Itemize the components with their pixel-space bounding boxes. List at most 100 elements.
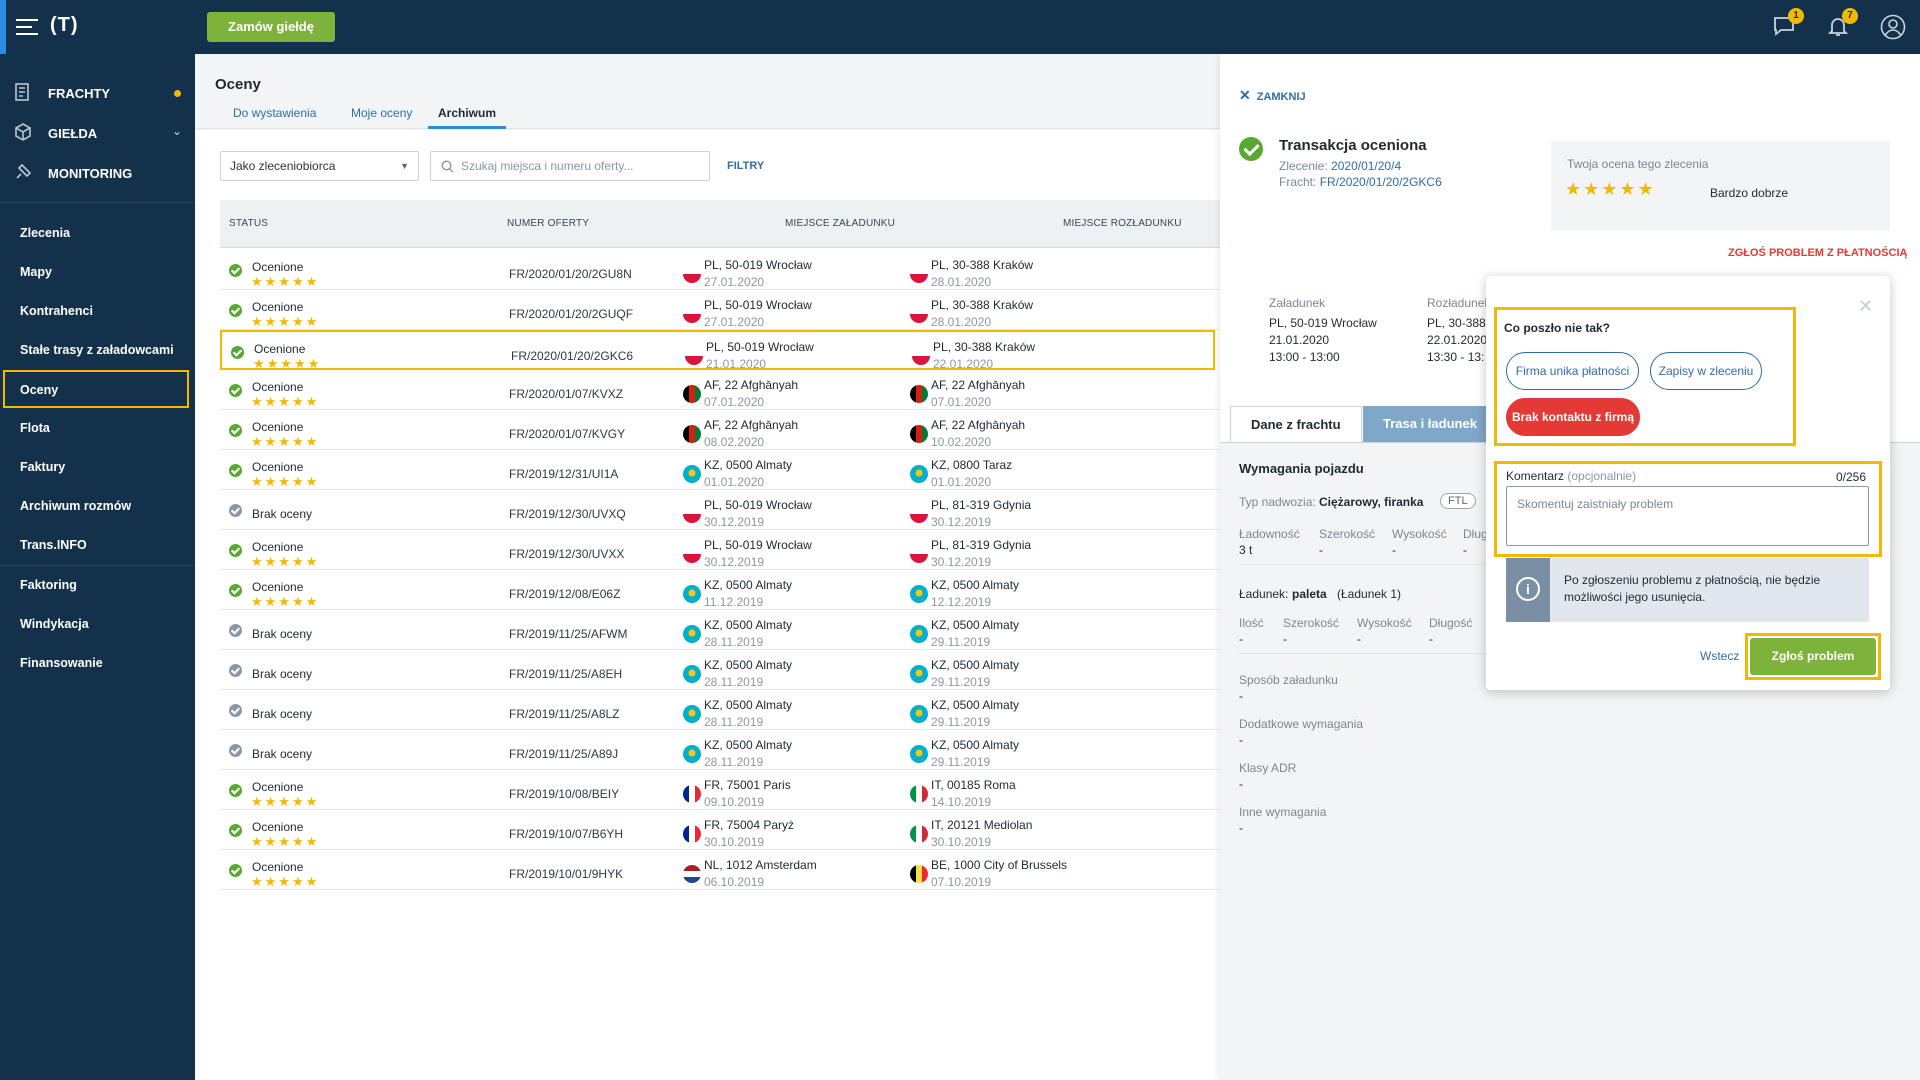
hamburger-menu-icon[interactable] <box>16 16 40 38</box>
freight-number: Fracht: FR/2020/01/20/2GKC6 <box>1279 175 1442 189</box>
column-header: MIEJSCE ZAŁADUNKU <box>785 218 896 229</box>
unrated-check-icon <box>229 624 242 637</box>
offer-number: FR/2019/12/31/UI1A <box>509 467 619 481</box>
sidebar-item-fleet[interactable]: Flota <box>0 410 195 446</box>
table-header: STATUS NUMER OFERTY MIEJSCE ZAŁADUNKU MI… <box>220 200 1220 248</box>
reason-order-terms[interactable]: Zapisy w zleceniu <box>1650 352 1762 390</box>
sidebar-item-transinfo[interactable]: Trans.INFO <box>0 527 195 563</box>
table-row[interactable]: Brak oceny FR/2019/11/25/A8LZ KZ, 0500 Alm… <box>220 690 1220 730</box>
freight-label: Fracht: <box>1279 175 1317 189</box>
sidebar-item-label: Archiwum rozmów <box>20 499 132 513</box>
unloading-date: 10.02.2020 <box>931 435 992 449</box>
sidebar-item-financing[interactable]: Finansowanie <box>0 645 195 681</box>
reason-avoids-payment[interactable]: Firma unika płatności <box>1506 352 1639 390</box>
report-payment-problem-link[interactable]: ZGŁOŚ PROBLEM Z PŁATNOŚCIĄ <box>1728 247 1908 259</box>
loading-date: 28.11.2019 <box>704 755 764 769</box>
table-row[interactable]: Brak oceny FR/2019/11/25/A8EH KZ, 0500 Alm… <box>220 650 1220 690</box>
table-row[interactable]: Ocenione ★★★★★ FR/2019/10/07/B6YH FR, 75004… <box>220 810 1220 850</box>
flag-pl-icon <box>910 305 928 323</box>
rating-stars: ★★★★★ <box>251 794 320 809</box>
filters-link[interactable]: FILTRY <box>727 160 765 172</box>
table-row[interactable]: Brak oceny FR/2019/11/25/AFWM KZ, 0500 Alm… <box>220 610 1220 650</box>
reason-no-contact[interactable]: Brak kontaktu z firmą <box>1506 398 1640 436</box>
sidebar-item-factoring[interactable]: Faktoring <box>0 567 195 603</box>
flag-kz-icon <box>683 585 701 603</box>
sidebar-item-maps[interactable]: Mapy <box>0 254 195 290</box>
sidebar-item-orders[interactable]: Zlecenia <box>0 215 195 251</box>
field-value: - <box>1239 777 1243 791</box>
reasons-highlight <box>1494 307 1796 446</box>
offer-number: FR/2019/11/25/A8LZ <box>509 707 620 721</box>
table-row[interactable]: Ocenione ★★★★★ FR/2020/01/07/KVGY AF, 22 Af… <box>220 410 1220 450</box>
loading-time: 13:00 - 13:00 <box>1269 350 1340 364</box>
table-row[interactable]: Ocenione ★★★★★ FR/2020/01/20/2GU8N PL, 50-0… <box>220 250 1220 290</box>
sidebar-item-invoices[interactable]: Faktury <box>0 449 195 485</box>
rated-check-icon <box>229 584 242 597</box>
loading-place: PL, 50-019 Wrocław <box>704 498 812 512</box>
tab-archive[interactable]: Archiwum <box>428 106 507 129</box>
table-row[interactable]: Brak oceny FR/2019/11/25/A89J KZ, 0500 Alm… <box>220 730 1220 770</box>
tab-my-ratings[interactable]: Moje oceny <box>351 106 413 120</box>
tab-freight-data[interactable]: Dane z frachtu <box>1230 406 1362 442</box>
submit-report-button[interactable]: Zgłoś problem <box>1750 638 1876 675</box>
sidebar-item-debt-collection[interactable]: Windykacja <box>0 606 195 642</box>
rated-check-icon <box>229 384 242 397</box>
sidebar-main-exchange[interactable]: GIEŁDA ⌄ <box>0 113 195 153</box>
table-row[interactable]: Brak oceny FR/2019/12/30/UVXQ PL, 50-019 W… <box>220 490 1220 530</box>
sidebar-main-freights[interactable]: FRACHTY <box>0 73 195 113</box>
table-row[interactable]: Ocenione ★★★★★ FR/2020/01/07/KVXZ AF, 22 Af… <box>220 370 1220 410</box>
table-row[interactable]: Ocenione ★★★★★ FR/2020/01/20/2GUQF PL, 50-0… <box>220 290 1220 330</box>
offer-number: FR/2019/10/08/BEIY <box>509 787 620 801</box>
role-select[interactable]: Jako zleceniobiorca ▼ <box>220 151 419 181</box>
unloading-place: KZ, 0500 Almaty <box>931 658 1020 672</box>
order-exchange-button[interactable]: Zamów giełdę <box>207 12 335 42</box>
close-panel-button[interactable]: ✕ ZAMKNIJ <box>1239 87 1306 104</box>
sidebar-main-label: FRACHTY <box>48 86 111 101</box>
loading-date: 28.11.2019 <box>704 675 764 689</box>
freight-link[interactable]: FR/2020/01/20/2GKC6 <box>1319 175 1442 189</box>
sidebar-item-ratings[interactable]: Oceny <box>3 370 189 408</box>
rating-title: Twoja ocena tego zlecenia <box>1567 157 1709 171</box>
back-button[interactable]: Wstecz <box>1700 649 1740 663</box>
caret-down-icon: ▼ <box>400 161 409 171</box>
search-input[interactable] <box>461 152 706 180</box>
table-row[interactable]: Ocenione ★★★★★ FR/2019/10/08/BEIY FR, 75001… <box>220 770 1220 810</box>
accent-strip <box>0 0 6 54</box>
table-row[interactable]: Ocenione ★★★★★ FR/2019/12/30/UVXX PL, 50-01… <box>220 530 1220 570</box>
status-label: Ocenione <box>252 540 304 554</box>
table-row[interactable]: Ocenione ★★★★★ FR/2019/12/08/E06Z KZ, 0500 … <box>220 570 1220 610</box>
offer-number: FR/2020/01/07/KVGY <box>509 427 626 441</box>
order-link[interactable]: 2020/01/20/4 <box>1331 159 1402 173</box>
flag-nl-icon <box>683 865 701 883</box>
rated-check-icon <box>229 864 242 877</box>
field-label: Klasy ADR <box>1239 761 1297 775</box>
sidebar-item-fixed-routes[interactable]: Stałe trasy z załadowcami <box>0 332 195 368</box>
loading-place: KZ, 0500 Almaty <box>704 618 793 632</box>
close-icon[interactable]: ✕ <box>1858 296 1874 316</box>
tab-route-cargo[interactable]: Trasa i ładunek <box>1363 406 1497 442</box>
table-row[interactable]: Ocenione ★★★★★ FR/2019/12/31/UI1A KZ, 0500 … <box>220 450 1220 490</box>
notifications-bell-icon[interactable]: 7 <box>1826 8 1858 40</box>
tab-to-issue[interactable]: Do wystawienia <box>233 106 317 120</box>
chevron-down-icon[interactable]: ⌄ <box>171 124 182 138</box>
loading-date: 27.01.2020 <box>704 275 765 289</box>
table-row[interactable]: Ocenione ★★★★★ FR/2019/10/01/9HYK NL, 1012 … <box>220 850 1220 890</box>
sidebar-item-contractors[interactable]: Kontrahenci <box>0 293 195 329</box>
comment-textarea[interactable] <box>1506 486 1869 546</box>
flag-kz-icon <box>683 465 701 483</box>
rated-check-icon <box>229 824 242 837</box>
user-avatar-icon[interactable] <box>1880 14 1906 40</box>
table-row[interactable]: Ocenione ★★★★★ FR/2020/01/20/2GKC6 PL, 50-0… <box>220 330 1215 371</box>
sidebar-item-chat-archive[interactable]: Archiwum rozmów <box>0 488 195 524</box>
sidebar-main-monitoring[interactable]: MONITORING <box>0 153 195 193</box>
flag-pl-icon <box>683 265 701 283</box>
field-value: - <box>1239 733 1243 747</box>
unloading-date: 30.12.2019 <box>931 555 992 569</box>
unloading-date: 14.10.2019 <box>931 795 992 809</box>
app-logo[interactable]: (T) <box>50 14 79 36</box>
search-box[interactable] <box>430 151 710 181</box>
messages-icon[interactable]: 1 <box>1772 8 1804 40</box>
rating-stars: ★★★★★ <box>251 594 320 609</box>
body-type-label: Typ nadwozia: <box>1239 495 1316 509</box>
my-rating-box: Twoja ocena tego zlecenia ★★★★★ Bardzo d… <box>1551 141 1890 231</box>
